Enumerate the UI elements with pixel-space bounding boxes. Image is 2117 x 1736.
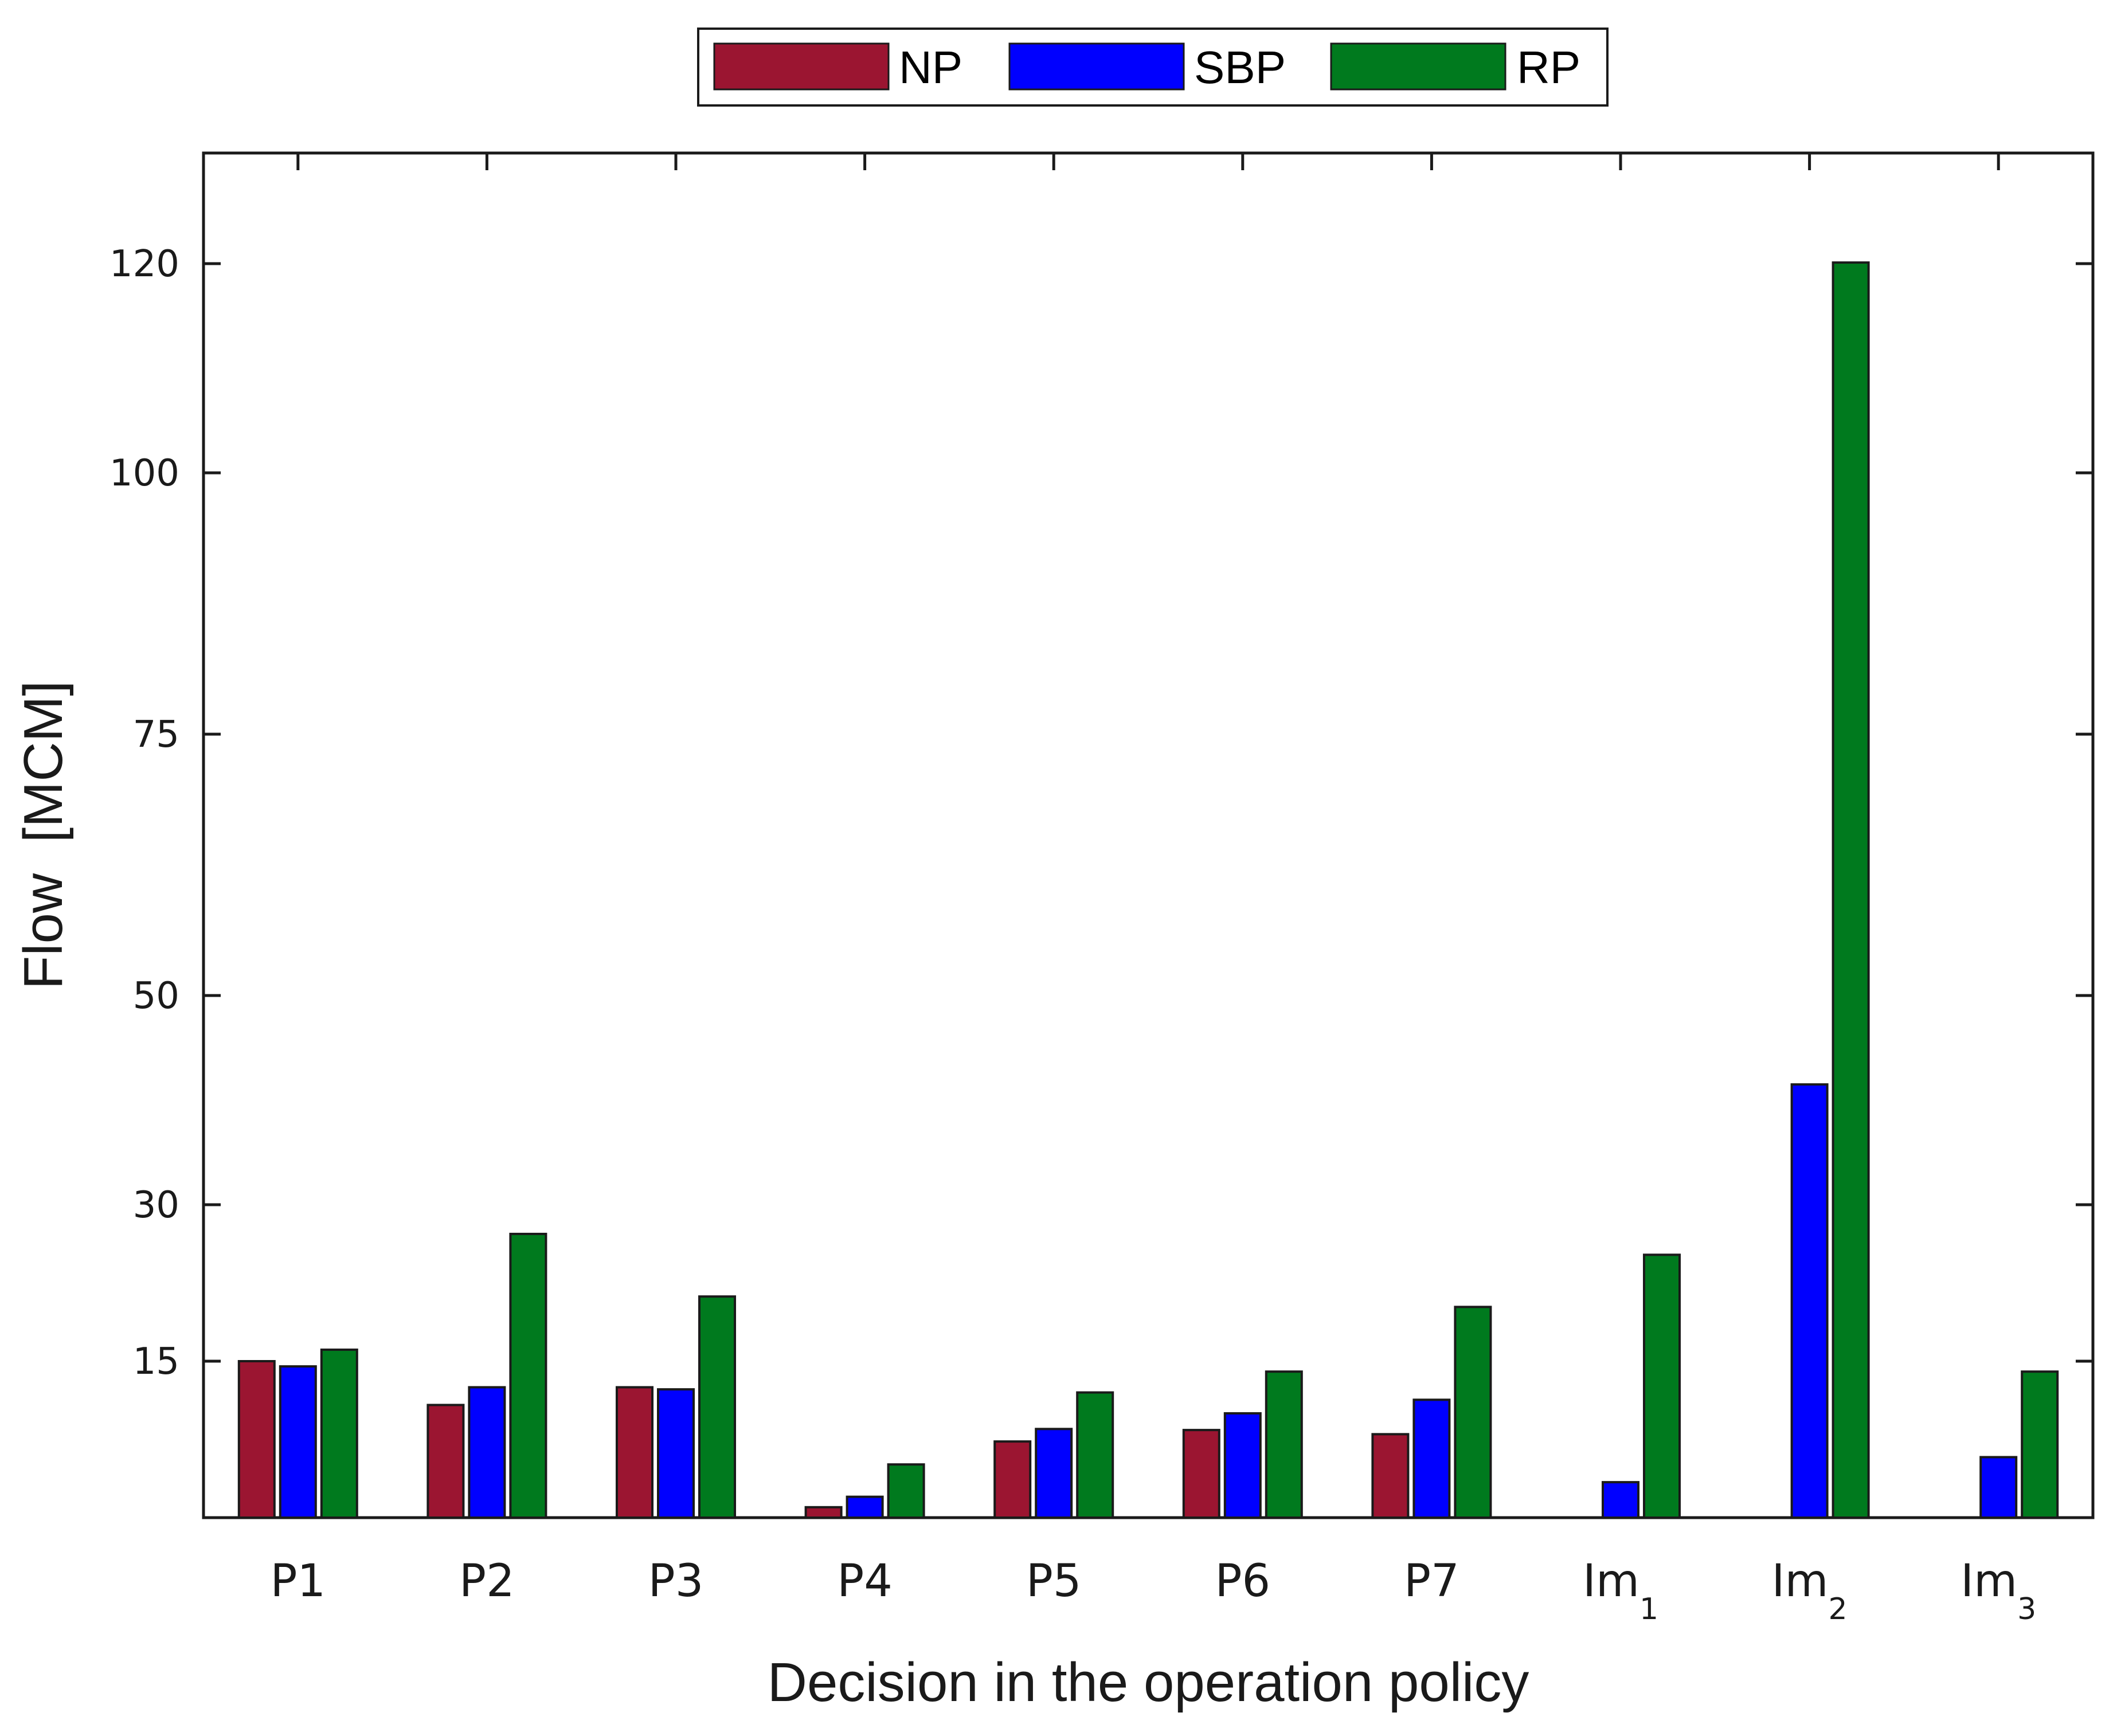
bar-rp [1454,1306,1492,1519]
bar-sbp [657,1388,695,1519]
bar-rp [1832,261,1870,1519]
x-tick-label: P2 [459,1555,515,1607]
bar-np [804,1506,843,1519]
bar-sbp [846,1495,884,1519]
x-tick-label: P1 [270,1555,326,1607]
bar-np [1371,1433,1410,1519]
legend-swatch-np [713,42,890,91]
y-tick-label: 15 [133,1341,179,1383]
bar-np [993,1440,1032,1519]
legend-swatch-sbp [1008,42,1185,91]
y-tick-label: 120 [109,243,179,285]
x-tick-label: Im1 [1583,1555,1658,1627]
x-tick-label: P7 [1404,1555,1459,1607]
bar-rp [887,1463,925,1519]
bar-np [616,1386,654,1519]
bar-rp [1265,1370,1303,1519]
bar-np [426,1404,465,1519]
bar-sbp [468,1386,506,1519]
bar-rp [1643,1253,1681,1519]
bar-rp [698,1295,736,1519]
x-tick-label: Im3 [1961,1555,2036,1627]
y-tick-label: 30 [133,1184,179,1226]
bar-sbp [1790,1083,1829,1519]
bar-rp [320,1348,358,1519]
bars [237,261,2059,1519]
bar-rp [509,1232,547,1519]
legend: NP SBP RP [697,28,1609,107]
bar-sbp [1223,1412,1262,1519]
legend-swatch-rp [1330,42,1506,91]
x-tick-label: Im2 [1772,1555,1848,1627]
y-axis-title: Flow [MCM] [13,681,74,990]
x-axis-title: Decision in the operation policy [768,1652,1529,1713]
bar-np [1182,1429,1220,1519]
bar-np [237,1360,276,1519]
bar-sbp [279,1365,317,1519]
x-tick-label: P5 [1026,1555,1082,1607]
y-tick-label: 75 [133,714,179,756]
y-tick-label: 100 [109,452,179,495]
x-tick-label: P3 [648,1555,704,1607]
legend-label-sbp: SBP [1194,42,1286,93]
bar-sbp [1412,1398,1451,1519]
bar-rp [1076,1391,1114,1519]
y-axis: 15 30 50 75 100 120 [109,243,2093,1383]
bar-sbp [1979,1456,2018,1519]
x-axis: P1 P2 P3 P4 P5 P6 P7 Im1 Im2 Im3 [270,153,2036,1627]
y-tick-label: 50 [133,975,179,1017]
legend-label-rp: RP [1517,42,1580,93]
x-tick-label: P4 [837,1555,893,1607]
legend-label-np: NP [899,42,962,93]
bar-sbp [1035,1428,1073,1519]
bar-sbp [1602,1481,1639,1519]
x-tick-label: P6 [1215,1555,1270,1607]
bar-rp [2021,1370,2059,1519]
